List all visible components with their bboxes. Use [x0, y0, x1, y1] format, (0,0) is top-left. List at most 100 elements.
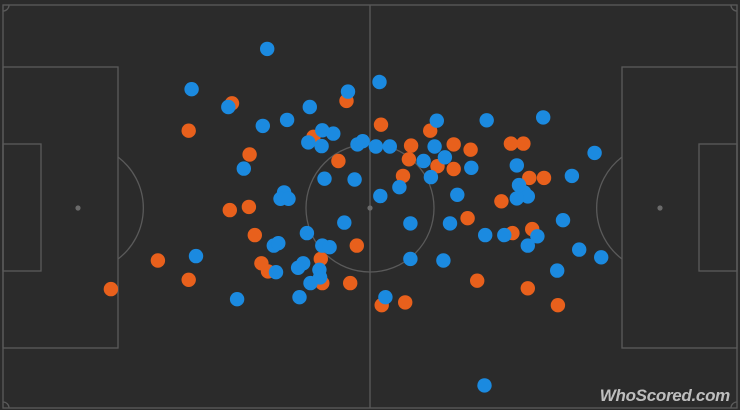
- data-points: [103, 41, 609, 393]
- orange-point-35: [494, 194, 509, 209]
- orange-point-30: [470, 273, 485, 288]
- orange-point-20: [403, 138, 419, 153]
- blue-point-49: [478, 227, 493, 243]
- pitch-markings: [2, 4, 738, 409]
- orange-point-7: [241, 199, 257, 215]
- blue-point-67: [229, 292, 245, 307]
- blue-point-8: [315, 123, 330, 138]
- blue-point-34: [337, 215, 352, 230]
- blue-point-1: [184, 82, 199, 97]
- corner-arc-bottom-left: [2, 401, 10, 409]
- blue-point-23: [236, 161, 251, 176]
- left-penalty-spot: [75, 205, 81, 211]
- left-six-yard-box: [2, 143, 42, 272]
- blue-point-44: [268, 265, 284, 280]
- blue-point-31: [450, 187, 465, 202]
- blue-point-24: [317, 171, 332, 186]
- orange-point-18: [373, 117, 389, 132]
- whoscored-watermark: WhoScored.com: [599, 386, 731, 405]
- orange-point-16: [349, 238, 364, 253]
- blue-point-18: [416, 153, 431, 169]
- orange-point-14: [313, 251, 328, 267]
- blue-point-19: [427, 139, 442, 154]
- orange-point-27: [446, 161, 461, 177]
- orange-point-28: [460, 211, 475, 226]
- corner-arc-top-right: [730, 4, 738, 12]
- blue-point-64: [550, 263, 565, 278]
- blue-point-61: [587, 145, 602, 161]
- blue-point-46: [403, 251, 418, 267]
- orange-point-1: [150, 253, 166, 268]
- orange-point-34: [536, 170, 552, 186]
- blue-point-45: [403, 216, 418, 231]
- right-six-yard-box: [698, 143, 738, 272]
- blue-point-7: [302, 99, 317, 115]
- blue-point-68: [477, 378, 492, 393]
- blue-point-21: [464, 160, 479, 175]
- orange-point-13: [331, 153, 346, 169]
- blue-point-10: [301, 135, 316, 150]
- orange-point-3: [181, 123, 196, 138]
- centre-spot: [367, 205, 373, 211]
- blue-point-57: [530, 229, 545, 244]
- blue-point-47: [442, 216, 458, 231]
- blue-point-41: [290, 260, 306, 275]
- orange-point-26: [463, 142, 478, 157]
- orange-point-6: [222, 202, 237, 218]
- orange-point-38: [520, 281, 535, 296]
- blue-point-62: [572, 242, 587, 257]
- blue-point-58: [520, 238, 535, 253]
- blue-point-56: [509, 191, 524, 206]
- blue-point-16: [429, 113, 444, 128]
- blue-point-25: [347, 172, 362, 187]
- orange-point-33: [522, 170, 537, 186]
- orange-point-25: [446, 137, 461, 152]
- orange-point-21: [401, 152, 417, 167]
- blue-point-17: [479, 113, 494, 128]
- blue-point-14: [368, 139, 384, 154]
- blue-point-29: [373, 188, 388, 204]
- orange-point-29: [398, 295, 413, 310]
- blue-point-59: [555, 213, 571, 228]
- blue-point-6: [372, 74, 387, 90]
- right-penalty-box: [621, 66, 738, 349]
- orange-point-5: [242, 147, 257, 162]
- corner-arc-bottom-right: [730, 401, 738, 409]
- orange-point-39: [550, 298, 566, 313]
- blue-point-32: [188, 248, 204, 264]
- orange-point-32: [516, 136, 531, 151]
- blue-point-9: [326, 126, 341, 141]
- blue-point-11: [314, 138, 329, 154]
- right-penalty-spot: [657, 205, 663, 211]
- blue-point-51: [536, 110, 551, 125]
- blue-point-52: [509, 158, 524, 173]
- blue-point-4: [279, 112, 295, 128]
- orange-point-17: [343, 275, 358, 291]
- blue-point-60: [564, 168, 580, 184]
- blue-point-38: [322, 240, 337, 255]
- orange-point-2: [181, 272, 196, 287]
- corner-arc-top-left: [2, 4, 10, 12]
- orange-point-8: [247, 227, 262, 243]
- blue-point-43: [303, 275, 318, 291]
- orange-point-22: [395, 168, 411, 184]
- blue-point-63: [594, 250, 609, 265]
- blue-point-5: [340, 84, 356, 99]
- blue-point-20: [437, 150, 453, 165]
- blue-point-30: [392, 180, 407, 195]
- blue-point-33: [299, 225, 315, 241]
- blue-point-22: [423, 169, 439, 185]
- blue-point-3: [255, 118, 270, 134]
- orange-point-0: [103, 281, 119, 297]
- blue-point-65: [378, 290, 393, 305]
- orange-point-31: [503, 136, 519, 151]
- blue-point-48: [436, 253, 451, 268]
- left-penalty-box: [2, 66, 119, 349]
- blue-point-36: [271, 236, 286, 251]
- right-penalty-arc: [596, 156, 623, 260]
- blue-point-13: [355, 134, 370, 149]
- blue-point-55: [520, 189, 535, 204]
- blue-point-28: [281, 191, 296, 206]
- blue-point-50: [497, 227, 512, 243]
